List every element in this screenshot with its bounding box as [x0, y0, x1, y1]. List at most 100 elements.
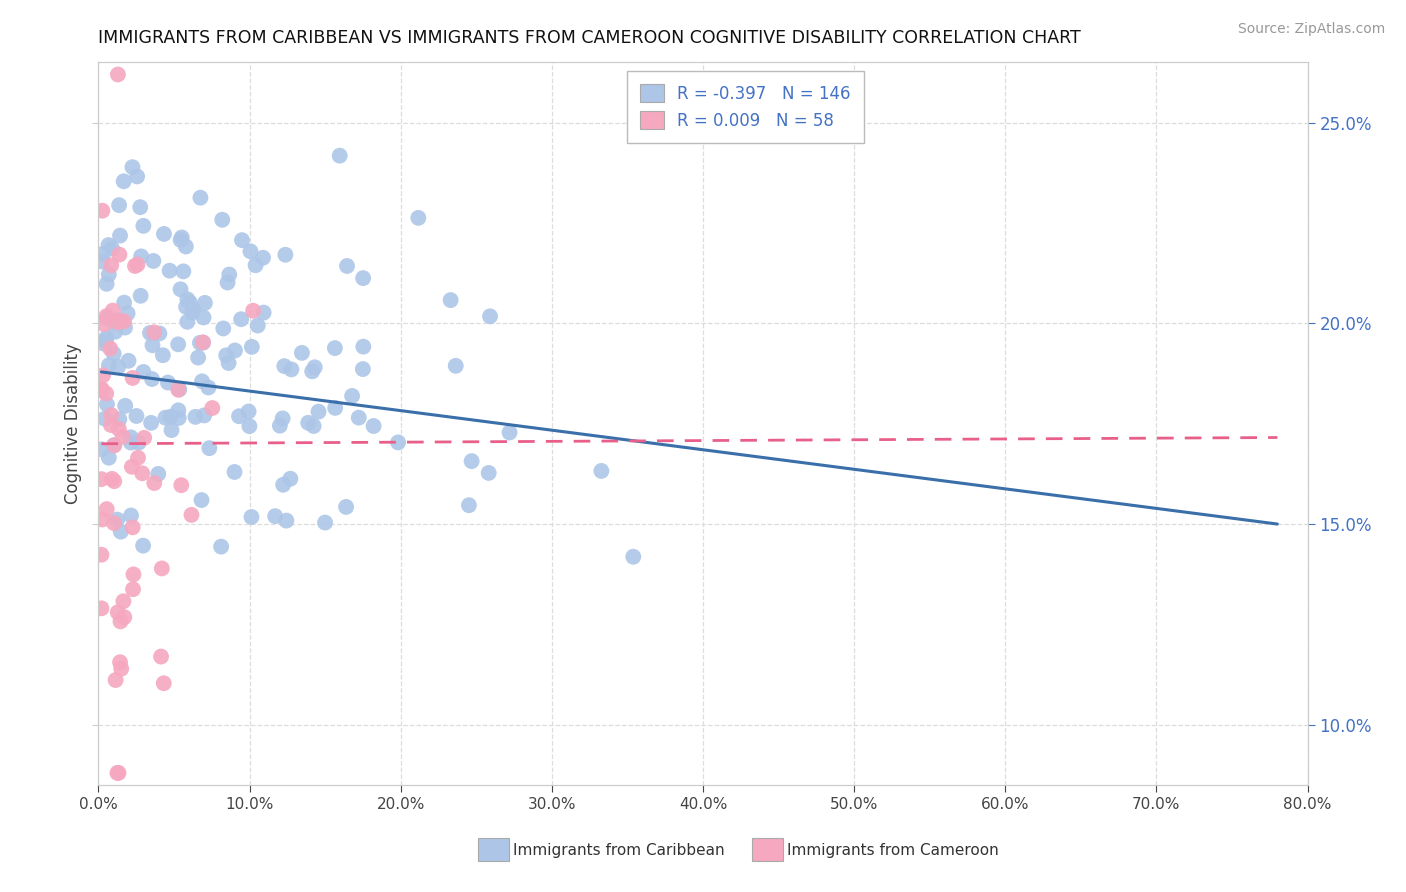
Point — [100, 417, 122, 432]
Point — [150, 561, 173, 575]
Point — [96, 386, 118, 401]
Point — [252, 251, 274, 265]
Point — [122, 582, 145, 597]
Point — [121, 371, 143, 385]
Point — [96, 310, 118, 325]
Point — [103, 516, 125, 530]
Point — [347, 410, 370, 425]
Point — [201, 401, 224, 415]
Point — [112, 295, 135, 310]
Point — [302, 419, 325, 434]
Point — [444, 359, 467, 373]
Point — [387, 435, 409, 450]
Point — [191, 335, 214, 350]
Point — [101, 303, 124, 318]
Point — [193, 310, 215, 325]
Point — [132, 219, 155, 233]
Point — [107, 605, 129, 619]
Point — [329, 149, 352, 163]
Point — [104, 313, 127, 327]
Point — [297, 416, 319, 430]
Text: Immigrants from Caribbean: Immigrants from Caribbean — [513, 843, 725, 857]
Point — [153, 227, 176, 241]
Point — [335, 500, 357, 514]
Point — [239, 244, 262, 259]
Point — [117, 306, 139, 320]
Point — [91, 384, 114, 398]
Point — [172, 264, 194, 278]
Point — [112, 594, 135, 608]
Point — [159, 409, 181, 424]
Text: Source: ZipAtlas.com: Source: ZipAtlas.com — [1237, 22, 1385, 37]
Point — [478, 466, 501, 480]
Point — [94, 411, 117, 425]
Point — [271, 411, 294, 425]
Point — [280, 472, 302, 486]
Point — [194, 296, 217, 310]
Point — [363, 419, 385, 434]
Point — [184, 409, 207, 424]
Point — [142, 254, 165, 268]
Point — [108, 228, 131, 243]
Point — [134, 431, 156, 445]
Point — [191, 374, 214, 388]
Point — [276, 514, 298, 528]
Point — [108, 247, 131, 261]
Point — [212, 321, 235, 335]
Point — [304, 360, 326, 375]
Point — [114, 399, 136, 413]
Point — [240, 510, 263, 524]
Point — [308, 405, 330, 419]
Point — [152, 676, 174, 690]
Point — [242, 303, 264, 318]
Point — [125, 409, 148, 423]
Point — [209, 540, 232, 554]
Point — [174, 300, 197, 314]
Point — [90, 548, 112, 562]
Point — [100, 408, 122, 422]
Point — [104, 325, 127, 339]
Point — [101, 472, 124, 486]
Point — [94, 334, 117, 349]
Point — [90, 382, 112, 396]
Point — [458, 498, 481, 512]
Point — [264, 509, 287, 524]
Point — [96, 331, 118, 345]
Text: Immigrants from Cameroon: Immigrants from Cameroon — [787, 843, 1000, 857]
Point — [271, 477, 294, 491]
Point — [238, 404, 260, 418]
Point — [90, 472, 112, 486]
Point — [340, 389, 363, 403]
Point — [183, 302, 205, 317]
Point — [97, 450, 120, 465]
Point — [231, 233, 253, 247]
Point — [152, 348, 174, 362]
Point — [460, 454, 482, 468]
Point — [352, 362, 374, 376]
Point — [274, 248, 297, 262]
Point — [97, 358, 120, 372]
Point — [246, 318, 269, 333]
Point — [132, 365, 155, 379]
Point — [129, 249, 152, 263]
Point — [218, 268, 240, 282]
Point — [148, 326, 170, 341]
Point — [122, 567, 145, 582]
Legend: R = -0.397   N = 146, R = 0.009   N = 58: R = -0.397 N = 146, R = 0.009 N = 58 — [627, 70, 863, 143]
Point — [112, 610, 135, 624]
Point — [107, 68, 129, 82]
Point — [323, 341, 346, 355]
Point — [159, 263, 181, 277]
Point — [336, 259, 359, 273]
Point — [160, 423, 183, 437]
Point — [97, 238, 120, 252]
Point — [96, 309, 118, 323]
Point — [240, 340, 263, 354]
Point — [176, 315, 198, 329]
Point — [193, 409, 215, 423]
Point — [197, 380, 219, 394]
Point — [190, 493, 212, 508]
Point — [90, 601, 112, 615]
Point — [143, 326, 166, 340]
Point — [167, 403, 190, 417]
